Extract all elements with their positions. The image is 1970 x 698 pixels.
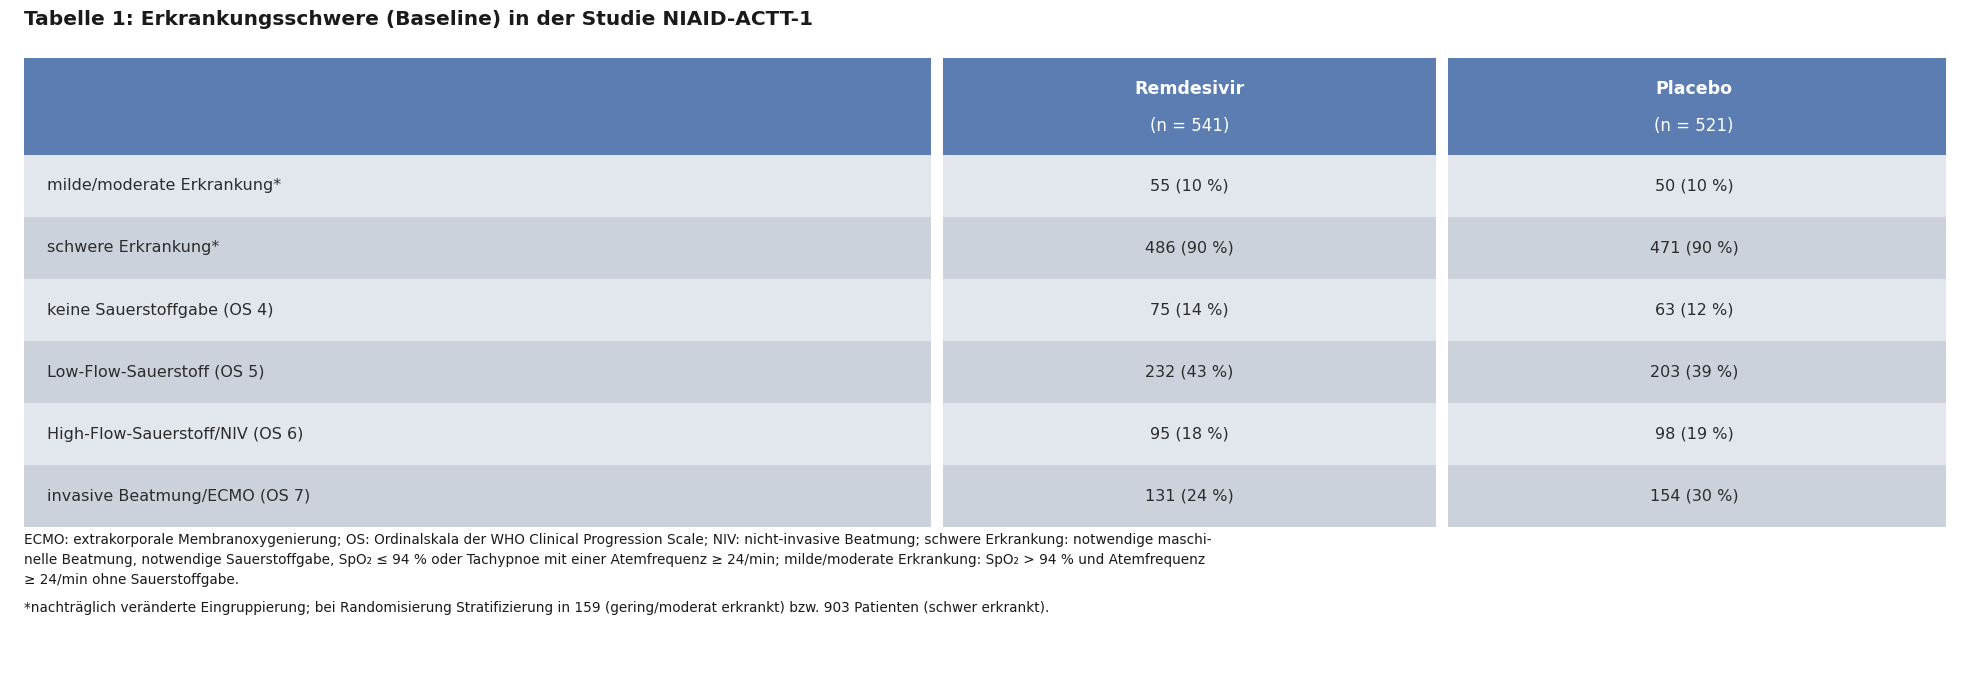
Bar — [1448, 217, 1946, 279]
Bar — [1448, 465, 1946, 527]
Text: High-Flow-Sauerstoff/NIV (OS 6): High-Flow-Sauerstoff/NIV (OS 6) — [47, 426, 303, 442]
Text: milde/moderate Erkrankung*: milde/moderate Erkrankung* — [47, 179, 282, 193]
Bar — [24, 217, 932, 279]
Text: nelle Beatmung, notwendige Sauerstoffgabe, SpO₂ ≤ 94 % oder Tachypnoe mit einer : nelle Beatmung, notwendige Sauerstoffgab… — [24, 553, 1206, 567]
Bar — [1448, 155, 1946, 217]
Text: keine Sauerstoffgabe (OS 4): keine Sauerstoffgabe (OS 4) — [47, 302, 274, 318]
Bar — [944, 403, 1436, 465]
Text: 131 (24 %): 131 (24 %) — [1145, 489, 1233, 503]
Text: 154 (30 %): 154 (30 %) — [1649, 489, 1738, 503]
Text: 50 (10 %): 50 (10 %) — [1655, 179, 1734, 193]
Text: Remdesivir: Remdesivir — [1135, 80, 1245, 98]
Text: (n = 541): (n = 541) — [1150, 117, 1229, 135]
Bar — [944, 155, 1436, 217]
Bar — [944, 217, 1436, 279]
Bar — [944, 465, 1436, 527]
Bar — [24, 403, 932, 465]
Bar — [24, 58, 932, 155]
Text: 75 (14 %): 75 (14 %) — [1150, 302, 1229, 318]
Text: *nachträglich veränderte Eingruppierung; bei Randomisierung Stratifizierung in 1: *nachträglich veränderte Eingruppierung;… — [24, 601, 1048, 615]
Text: Tabelle 1: Erkrankungsschwere (Baseline) in der Studie NIAID-ACTT-1: Tabelle 1: Erkrankungsschwere (Baseline)… — [24, 10, 814, 29]
Text: invasive Beatmung/ECMO (OS 7): invasive Beatmung/ECMO (OS 7) — [47, 489, 311, 503]
Text: 55 (10 %): 55 (10 %) — [1150, 179, 1229, 193]
Bar — [24, 279, 932, 341]
Text: 486 (90 %): 486 (90 %) — [1145, 241, 1233, 255]
Bar — [1448, 341, 1946, 403]
Text: 95 (18 %): 95 (18 %) — [1150, 426, 1229, 442]
Text: ECMO: extrakorporale Membranoxygenierung; OS: Ordinalskala der WHO Clinical Prog: ECMO: extrakorporale Membranoxygenierung… — [24, 533, 1212, 547]
Bar — [944, 341, 1436, 403]
Text: 203 (39 %): 203 (39 %) — [1649, 364, 1738, 380]
Text: 98 (19 %): 98 (19 %) — [1655, 426, 1734, 442]
Text: Placebo: Placebo — [1655, 80, 1732, 98]
Bar — [24, 341, 932, 403]
Bar — [944, 279, 1436, 341]
Bar — [24, 155, 932, 217]
Bar — [1448, 279, 1946, 341]
Bar — [1448, 58, 1946, 155]
Text: 232 (43 %): 232 (43 %) — [1145, 364, 1233, 380]
Bar — [24, 465, 932, 527]
Text: 471 (90 %): 471 (90 %) — [1649, 241, 1738, 255]
Text: ≥ 24/min ohne Sauerstoffgabe.: ≥ 24/min ohne Sauerstoffgabe. — [24, 573, 238, 587]
Bar — [1448, 403, 1946, 465]
Text: schwere Erkrankung*: schwere Erkrankung* — [47, 241, 219, 255]
Text: 63 (12 %): 63 (12 %) — [1655, 302, 1734, 318]
Text: (n = 521): (n = 521) — [1655, 117, 1734, 135]
Text: Low-Flow-Sauerstoff (OS 5): Low-Flow-Sauerstoff (OS 5) — [47, 364, 264, 380]
Bar — [944, 58, 1436, 155]
